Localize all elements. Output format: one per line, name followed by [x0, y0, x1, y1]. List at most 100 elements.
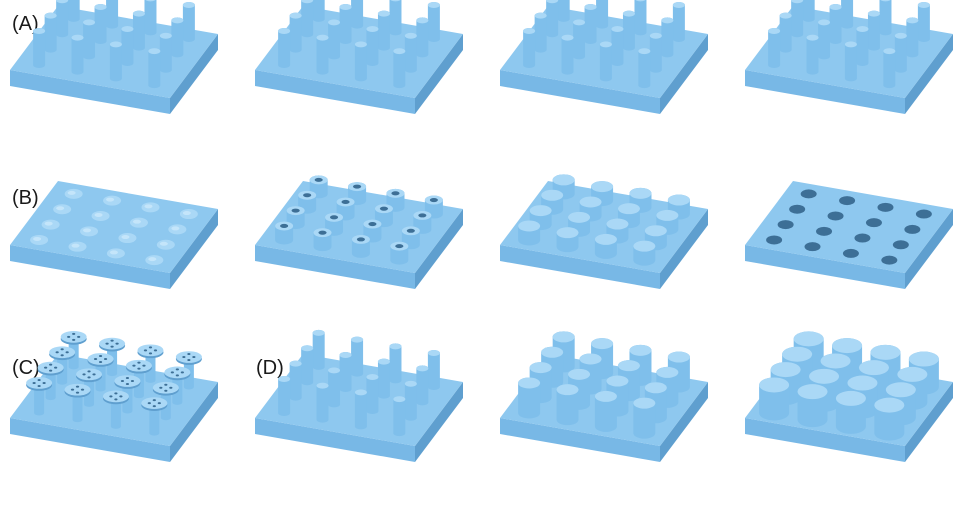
hole	[904, 224, 921, 234]
pillar-top	[579, 196, 602, 208]
platform-side-face	[660, 382, 708, 462]
pillar-body	[672, 2, 685, 43]
pillar-bore	[429, 198, 438, 203]
platform-front-face	[10, 418, 170, 462]
pillar-cap-top	[102, 390, 129, 403]
cap-pore	[110, 339, 114, 342]
cap-pore	[82, 373, 86, 376]
cap-pore	[105, 342, 109, 345]
pillar-top	[556, 227, 579, 239]
pillar-top	[672, 2, 685, 9]
pillar-top	[883, 48, 896, 55]
pillar-body	[573, 19, 586, 60]
hole	[881, 255, 898, 265]
pillar-top	[393, 396, 406, 403]
pillar-cap-top	[175, 351, 202, 363]
label-b: (B)	[12, 187, 39, 209]
cap-pore	[180, 371, 184, 374]
pillar-top	[867, 10, 880, 17]
hole	[800, 189, 817, 199]
pillar-top	[427, 2, 440, 9]
pillar-top	[599, 41, 612, 48]
cap-pore	[147, 402, 151, 405]
pillar-top	[94, 3, 107, 10]
hole	[865, 218, 882, 228]
cap-pore	[103, 357, 108, 360]
platform-side-face	[660, 209, 708, 289]
pillar-body	[351, 0, 364, 29]
pillar-body	[802, 0, 815, 22]
cap-pore	[142, 364, 146, 367]
pillar-bore	[395, 244, 404, 249]
pillar-top	[145, 0, 156, 2]
pillar-body	[71, 34, 84, 75]
pillar-top	[591, 181, 614, 193]
cap-pore	[114, 392, 118, 395]
pillar-top	[312, 329, 325, 336]
pillar-body	[109, 41, 122, 82]
pillar-body	[354, 389, 367, 430]
pillar-body	[44, 12, 57, 53]
platform-side-face	[905, 34, 953, 114]
pillar-top	[390, 0, 401, 2]
pillar-body	[867, 10, 880, 51]
pillar-body	[312, 329, 325, 370]
pillar-top	[366, 374, 379, 381]
cap-pore	[170, 371, 174, 374]
platform-side-face	[415, 382, 463, 462]
pillar-bore	[391, 191, 400, 196]
pillar-top	[782, 346, 813, 362]
pillar-body	[289, 360, 302, 401]
pillar-body	[301, 0, 314, 38]
cap-pore	[175, 374, 179, 377]
pillar-top	[591, 338, 614, 350]
pillar-bore	[356, 237, 365, 242]
pillar-body	[316, 382, 329, 423]
pillar-body	[366, 26, 379, 67]
pillar-top	[546, 0, 559, 4]
cap-pore	[80, 388, 85, 391]
pillar-top	[278, 27, 291, 34]
cap-pore	[164, 389, 168, 392]
pillar-top	[633, 397, 656, 409]
pillar-body	[844, 41, 857, 82]
pillar-bore	[379, 206, 389, 211]
pillar-body	[278, 375, 291, 416]
cap-pore	[75, 391, 80, 394]
pillar-body	[856, 26, 869, 67]
cap-pore	[49, 363, 53, 366]
panel-a-pillars-slim	[255, 0, 463, 114]
pillar-body	[894, 32, 907, 73]
platform-side-face	[170, 382, 218, 462]
cap-pore	[148, 352, 153, 355]
pillar-top	[917, 2, 930, 9]
pillar-body	[546, 0, 559, 38]
pillar-top	[629, 344, 652, 356]
hole	[854, 233, 871, 243]
pillar-top	[561, 34, 574, 41]
panel-b-holes	[745, 181, 953, 289]
pillar-top	[829, 3, 842, 10]
cap-pore	[70, 388, 75, 391]
cap-pore	[120, 380, 125, 383]
pillar-body	[106, 0, 119, 29]
dome-highlight	[144, 204, 153, 209]
panel-d-pillars-wide	[745, 331, 953, 462]
cap-pore	[192, 356, 196, 359]
pillar-top	[629, 187, 652, 199]
pillar-cap-top	[49, 346, 76, 359]
pillar-body	[301, 345, 314, 386]
cap-pore	[109, 395, 113, 398]
pillar-cap-top	[164, 366, 191, 379]
pillar-top	[121, 26, 134, 33]
cap-pore	[169, 386, 173, 389]
cap-pore	[65, 351, 69, 354]
pillar-top	[339, 3, 352, 10]
panel-a-pillars-slim	[500, 0, 708, 114]
platform-front-face	[500, 70, 660, 114]
pillar-body	[366, 374, 379, 415]
pillar-bore	[318, 230, 327, 235]
platform-top-face	[745, 181, 953, 273]
pillar-body	[148, 48, 161, 89]
pillar-top	[427, 350, 440, 357]
